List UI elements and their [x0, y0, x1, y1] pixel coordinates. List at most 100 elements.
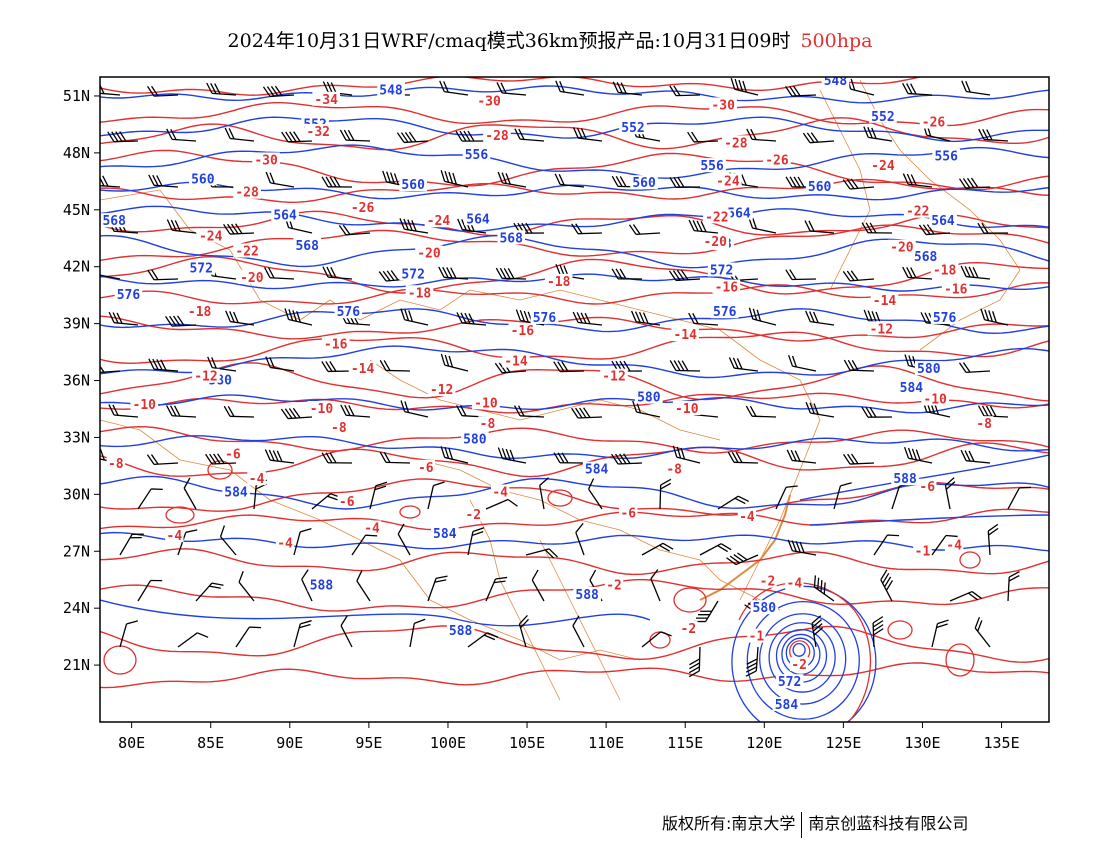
contour-label: -12	[194, 370, 217, 385]
contour-label: -24	[871, 159, 895, 174]
wind-barb	[833, 482, 852, 510]
wind-barb	[322, 266, 353, 280]
wind-barb	[225, 310, 255, 326]
wind-barb	[224, 127, 255, 142]
border-line	[419, 459, 701, 561]
wind-barb	[880, 569, 894, 602]
wind-barb	[495, 267, 527, 280]
wind-barb	[588, 478, 603, 510]
contour-label: 588	[893, 472, 917, 487]
wind-barb	[669, 85, 701, 97]
wind-barb	[902, 82, 933, 96]
lat-tick-label: 48N	[63, 144, 90, 162]
wind-barb	[147, 269, 179, 281]
wind-barb	[440, 446, 469, 464]
lat-tick-label: 51N	[63, 87, 90, 105]
border-line	[100, 419, 641, 661]
contour-label-bg	[891, 471, 919, 486]
wind-barb	[987, 523, 999, 556]
contour-label-bg	[431, 526, 459, 541]
contour-label: 560	[401, 178, 425, 193]
contour-label-bg	[918, 478, 937, 493]
contour-label: 580	[753, 601, 777, 616]
lon-tick-label: 115E	[667, 734, 703, 752]
height-contour-line	[100, 475, 1049, 510]
lon-tick-label: 110E	[588, 734, 624, 752]
wind-barbs	[100, 77, 1032, 678]
contour-label-bg	[903, 203, 932, 218]
wind-barb	[861, 222, 893, 234]
wind-barb	[977, 405, 1009, 418]
height-contour-line	[100, 599, 651, 627]
wind-barb	[785, 85, 817, 97]
contour-label: -22	[235, 245, 258, 260]
wind-barb	[554, 173, 585, 188]
isotherm-cell	[207, 460, 233, 480]
contour-label: -2	[791, 658, 807, 673]
contour-label-bg	[114, 287, 143, 302]
contour-label-bg	[619, 120, 647, 135]
wind-barb	[107, 131, 139, 143]
contour-label: -24	[427, 214, 451, 229]
contour-label-bg	[710, 304, 739, 319]
wind-barb	[147, 85, 179, 97]
wind-barb	[553, 361, 585, 373]
wind-barb	[440, 170, 469, 188]
contour-label: -34	[314, 93, 338, 108]
wind-barb	[977, 222, 1009, 234]
contour-label-bg	[604, 577, 624, 592]
contour-label-bg	[941, 281, 970, 296]
contour-label-bg	[233, 184, 261, 199]
typhoon-ring	[746, 600, 860, 720]
lon-tick-label: 120E	[746, 734, 782, 752]
wind-barb	[805, 401, 835, 418]
contour-label: -6	[620, 506, 636, 521]
wind-barb	[863, 126, 893, 142]
contour-label-bg	[187, 260, 216, 275]
wind-barb	[611, 453, 643, 465]
contour-label: -18	[933, 264, 957, 279]
contour-label-bg	[888, 239, 916, 254]
contour-label: -4	[277, 537, 293, 552]
lon-tick-label: 85E	[197, 734, 224, 752]
contour-label: -10	[675, 402, 699, 417]
contour-label: 556	[700, 159, 724, 174]
contour-label-bg	[275, 535, 295, 550]
contour-label: -20	[890, 241, 914, 256]
lon-tick-label: 80E	[118, 734, 145, 752]
contour-label: 568	[499, 231, 523, 246]
contour-label: -4	[739, 510, 755, 525]
contour-label: -4	[167, 529, 183, 544]
contour-label-bg	[821, 77, 850, 87]
wind-barb	[944, 477, 956, 510]
wind-barb	[843, 359, 875, 372]
contour-label-bg	[247, 471, 266, 486]
wind-barb	[293, 620, 312, 648]
wind-barb	[281, 131, 313, 143]
isotherm-cell	[945, 643, 975, 677]
title-main: 2024年10月31日WRF/cmaq模式36km预报产品:10月31日09时	[227, 30, 791, 52]
wind-barb	[497, 171, 527, 188]
contour-label-bg	[464, 507, 483, 522]
contour-label: -8	[666, 463, 682, 478]
wind-barb	[525, 548, 559, 559]
contour-label: -14	[504, 355, 528, 370]
contour-label: -30	[477, 95, 501, 110]
contour-label-bg	[664, 461, 684, 476]
contour-label-bg	[911, 249, 940, 264]
isotherm-line	[100, 548, 1049, 576]
contour-label: 548	[379, 83, 403, 98]
contour-label: 580	[637, 391, 661, 406]
wind-barb	[223, 405, 255, 418]
contour-label: -4	[946, 539, 962, 554]
wind-barb	[628, 224, 661, 236]
wind-barb	[641, 542, 674, 556]
contour-label: -30	[254, 153, 278, 168]
wind-barb	[396, 131, 429, 144]
wind-barb	[165, 405, 197, 418]
wind-barb	[571, 407, 603, 419]
contour-label: -12	[870, 322, 893, 337]
contour-label-bg	[233, 243, 261, 258]
contour-label-bg	[478, 416, 497, 431]
contour-label-bg	[462, 146, 491, 161]
